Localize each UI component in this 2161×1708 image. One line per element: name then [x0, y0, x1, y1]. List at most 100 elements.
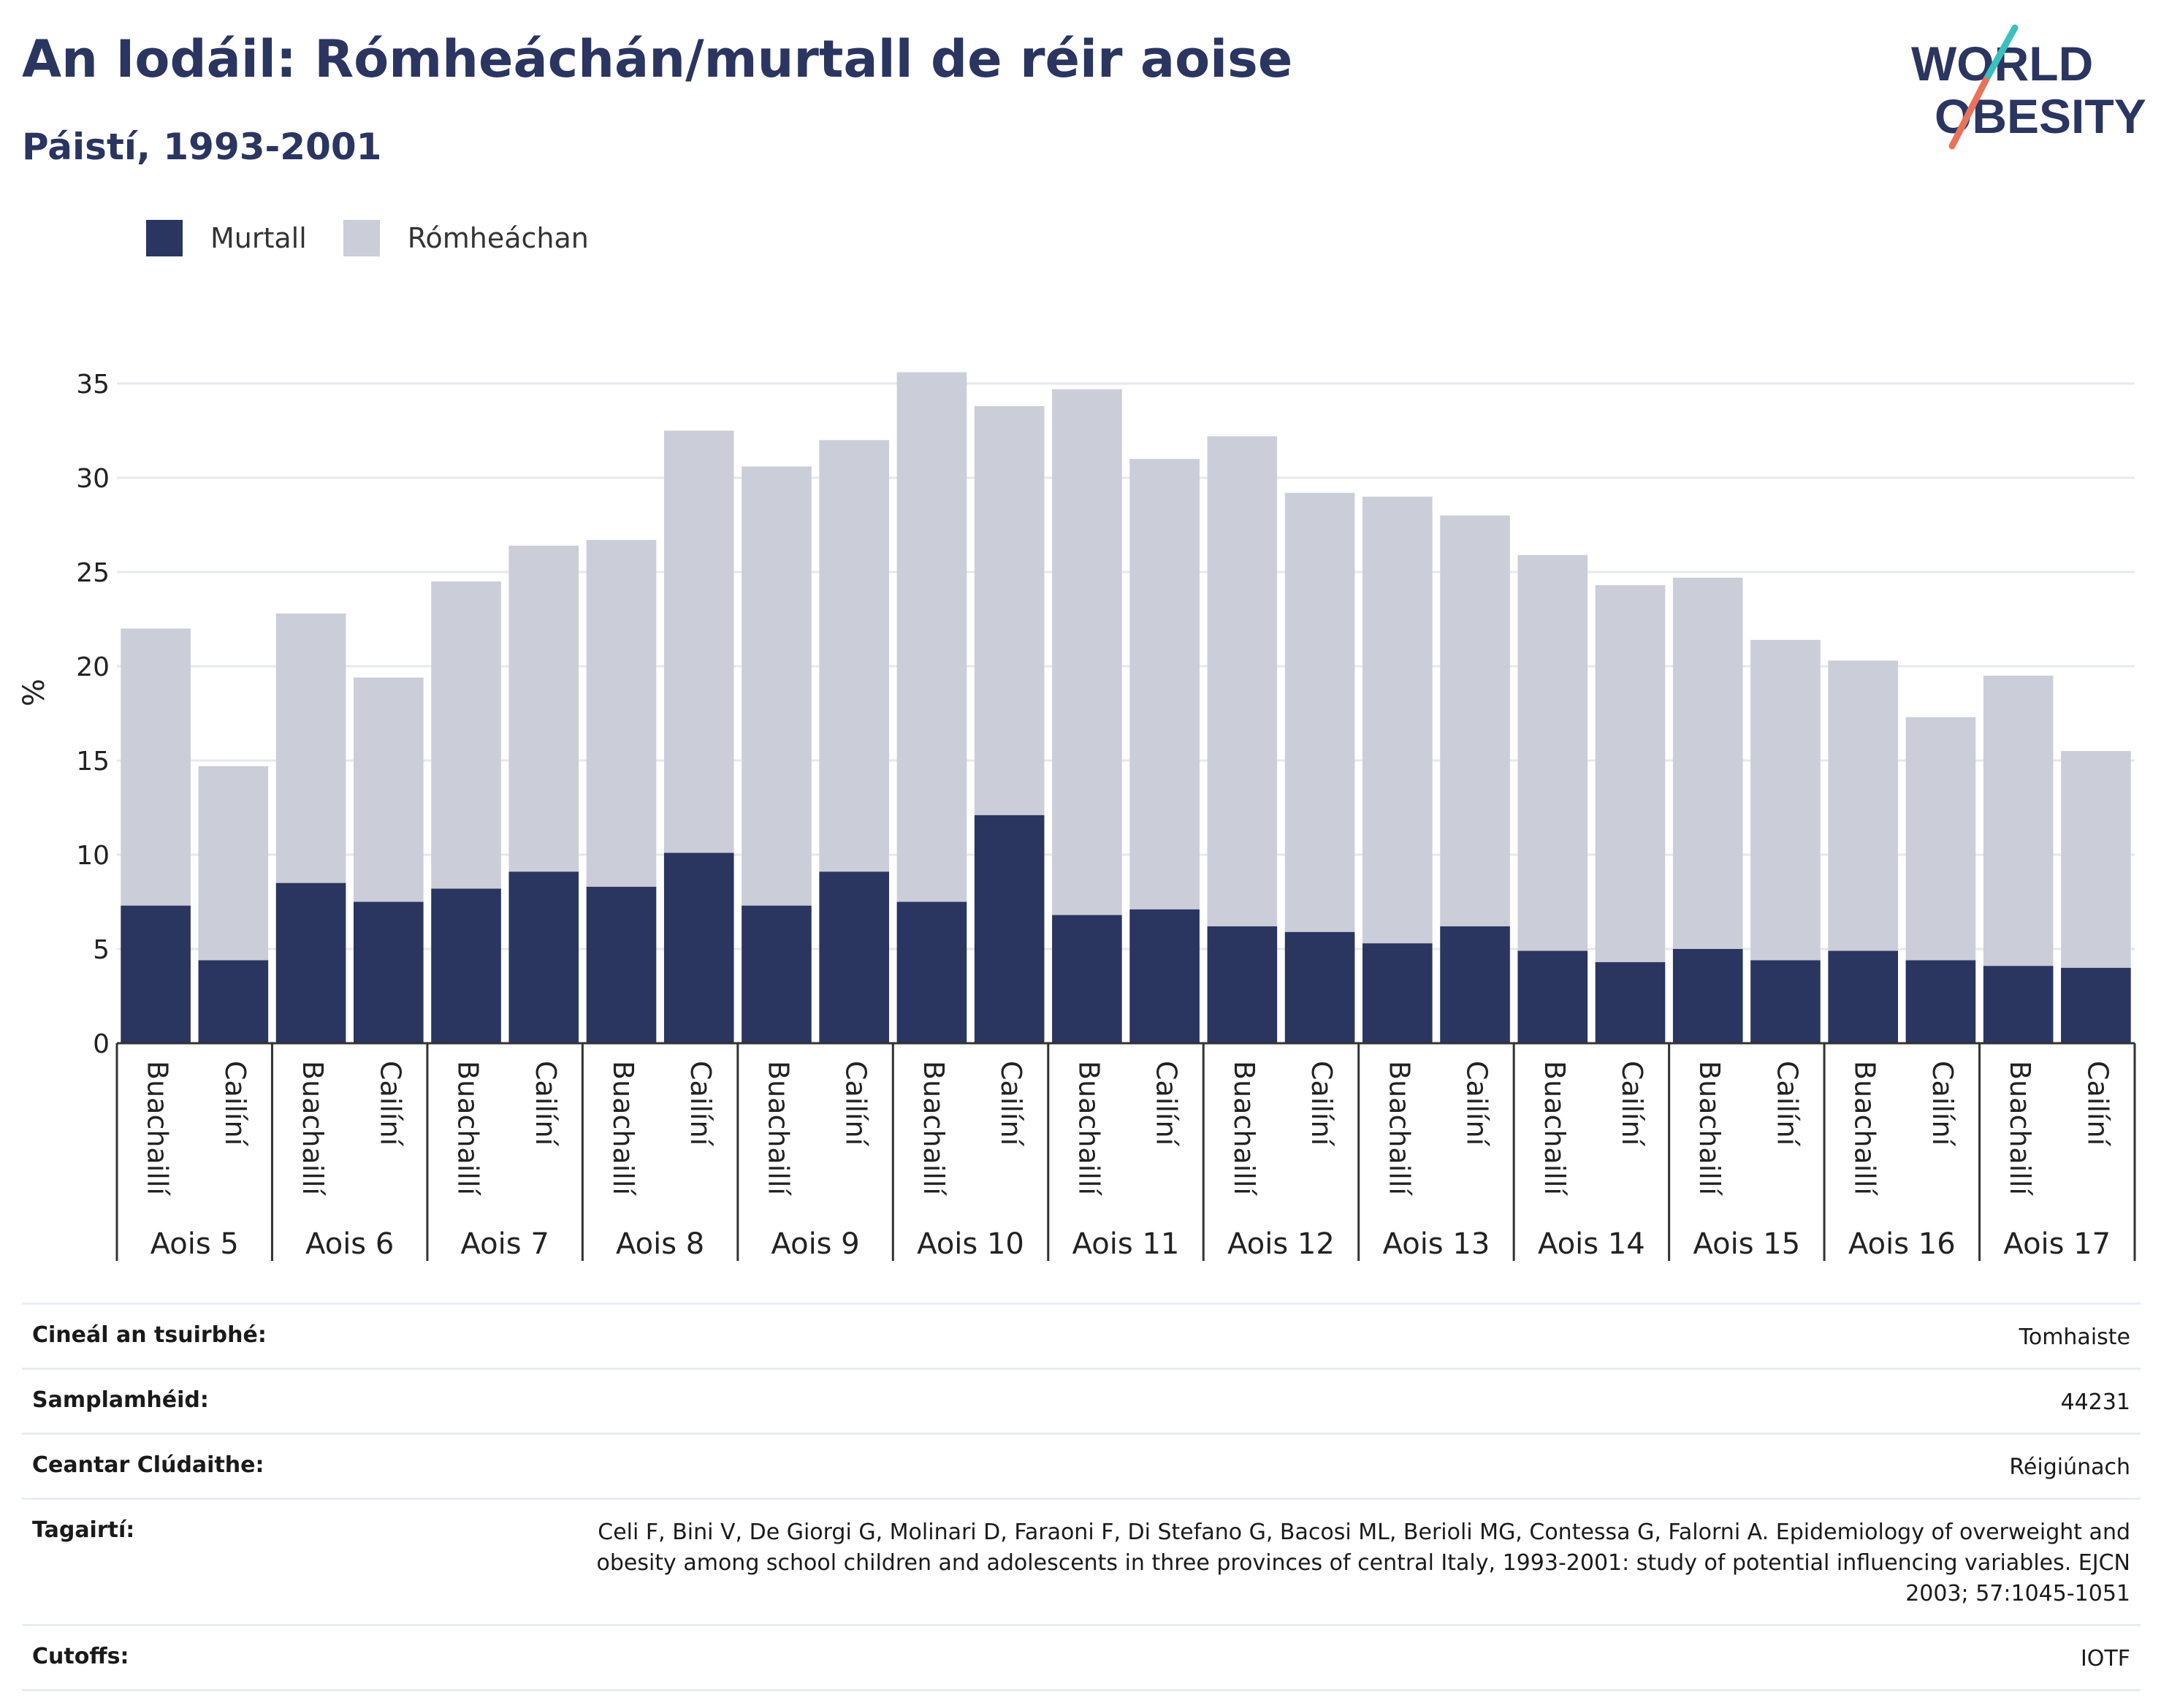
group-label: Aois 13	[1383, 1227, 1490, 1261]
y-tick-label: 10	[76, 841, 110, 871]
bar-overweight	[819, 440, 889, 872]
x-tick-label: Buachaillí	[1539, 1061, 1571, 1196]
bar-overweight	[1052, 389, 1122, 915]
y-tick-label: 25	[76, 558, 110, 588]
bar-overweight	[663, 430, 734, 853]
group-label: Aois 10	[917, 1227, 1024, 1261]
bar-obese	[431, 888, 501, 1043]
x-tick-label: Cailíní	[1771, 1061, 1803, 1147]
bar-obese	[2061, 967, 2131, 1043]
bar-overweight	[1517, 554, 1588, 951]
group-label: Aois 17	[2003, 1227, 2111, 1261]
bar-obese	[1983, 966, 2054, 1043]
bar-obese	[1207, 926, 1278, 1043]
bar-overweight	[974, 405, 1045, 815]
legend-label-romheachan: Rómheáchan	[407, 222, 589, 254]
bar-obese	[354, 901, 424, 1043]
bar-obese	[1595, 962, 1666, 1043]
bar-overweight	[1983, 675, 2054, 967]
x-tick-label: Cailíní	[530, 1061, 562, 1147]
x-tick-label: Buachaillí	[142, 1061, 174, 1196]
x-tick-label: Cailíní	[840, 1061, 872, 1147]
bar-obese	[198, 960, 269, 1043]
bar-obese	[819, 872, 889, 1043]
x-tick-label: Buachaillí	[1383, 1061, 1415, 1196]
bar-overweight	[1672, 577, 1743, 949]
x-tick-label: Cailíní	[1926, 1061, 1959, 1147]
group-label: Aois 11	[1072, 1227, 1180, 1261]
info-label: Samplamhéid:	[32, 1387, 209, 1413]
bar-overweight	[2061, 751, 2131, 968]
info-value: Celi F, Bini V, De Giorgi G, Molinari D,…	[596, 1520, 2130, 1606]
y-tick-label: 20	[76, 652, 110, 682]
bar-obese	[896, 901, 967, 1043]
bar-overweight	[508, 545, 579, 872]
legend-item-murtall[interactable]: Murtall	[146, 220, 307, 256]
bar-obese	[1672, 949, 1743, 1043]
bar-obese	[663, 853, 734, 1043]
x-tick-label: Buachaillí	[1693, 1061, 1726, 1196]
bar-overweight	[742, 466, 812, 906]
group-label: Aois 8	[616, 1227, 704, 1261]
bar-obese	[1828, 950, 1898, 1043]
bar-obese	[586, 886, 657, 1043]
bar-overweight	[1440, 515, 1510, 927]
x-tick-label: Cailíní	[374, 1061, 406, 1147]
info-row-cutoffs: Cutoffs: IOTF	[22, 1624, 2141, 1691]
bar-overweight	[1828, 660, 1898, 951]
bar-overweight	[1207, 436, 1278, 927]
bar-obese	[1440, 926, 1510, 1043]
logo-slash-coral	[1948, 77, 1989, 150]
bar-overweight	[1595, 585, 1666, 963]
bar-overweight	[431, 581, 501, 889]
chart-legend: Murtall Rómheáchan	[146, 219, 625, 257]
bar-obese	[974, 815, 1045, 1043]
x-tick-label: Cailíní	[1306, 1061, 1338, 1147]
bars	[121, 372, 2131, 1043]
bar-obese	[1129, 909, 1200, 1043]
bar-overweight	[896, 372, 967, 902]
group-label: Aois 12	[1227, 1227, 1335, 1261]
x-tick-label: Cailíní	[219, 1061, 251, 1147]
x-tick-label: Cailíní	[685, 1061, 717, 1147]
info-label: Cutoffs:	[32, 1644, 129, 1669]
y-tick-label: 30	[76, 464, 110, 494]
info-label: Tagairtí:	[32, 1517, 135, 1543]
group-label: Aois 7	[461, 1227, 549, 1261]
bar-overweight	[1362, 496, 1433, 944]
info-row-area-covered: Ceantar Clúdaithe: Réigiúnach	[22, 1433, 2141, 1498]
world-obesity-logo: WORLD OBESITY	[1911, 24, 2146, 150]
bar-overweight	[121, 628, 191, 906]
group-label: Aois 5	[150, 1227, 239, 1261]
legend-item-romheachan[interactable]: Rómheáchan	[343, 220, 589, 256]
bar-obese	[275, 882, 346, 1043]
chart-title: An Iodáil: Rómheáchán/murtall de réir ao…	[22, 29, 1293, 89]
x-tick-label: Buachaillí	[452, 1061, 484, 1196]
bar-obese	[1905, 960, 1976, 1043]
bar-obese	[742, 905, 812, 1043]
x-tick-label: Buachaillí	[918, 1061, 950, 1196]
x-tick-label: Cailíní	[1151, 1061, 1183, 1147]
bar-obese	[1517, 950, 1588, 1043]
logo-slash-teal	[1982, 24, 2019, 84]
y-tick-label: 15	[76, 747, 110, 777]
x-tick-label: Cailíní	[2081, 1061, 2114, 1147]
bar-obese	[1362, 943, 1433, 1043]
x-tick-label: Buachaillí	[297, 1061, 329, 1196]
legend-swatch-romheachan	[343, 220, 380, 256]
group-label: Aois 9	[771, 1227, 859, 1261]
axis-labels: 0 5 10 15 20 25 30 35 Buachaillí Cailíní Buachaill…	[76, 370, 2114, 1261]
bar-overweight	[1129, 459, 1200, 910]
info-value: IOTF	[2080, 1646, 2130, 1671]
axes	[115, 1042, 2136, 1261]
x-tick-label: Buachaillí	[1228, 1061, 1260, 1196]
y-tick-label: 35	[76, 370, 110, 400]
x-tick-label: Buachaillí	[1072, 1061, 1105, 1196]
bar-obese	[1052, 915, 1122, 1043]
y-axis-title: %	[18, 679, 51, 706]
bar-obese	[1284, 931, 1355, 1043]
bar-overweight	[1750, 639, 1821, 961]
bar-overweight	[1284, 492, 1355, 932]
group-label: Aois 6	[305, 1227, 394, 1261]
x-tick-label: Cailíní	[1616, 1061, 1648, 1147]
